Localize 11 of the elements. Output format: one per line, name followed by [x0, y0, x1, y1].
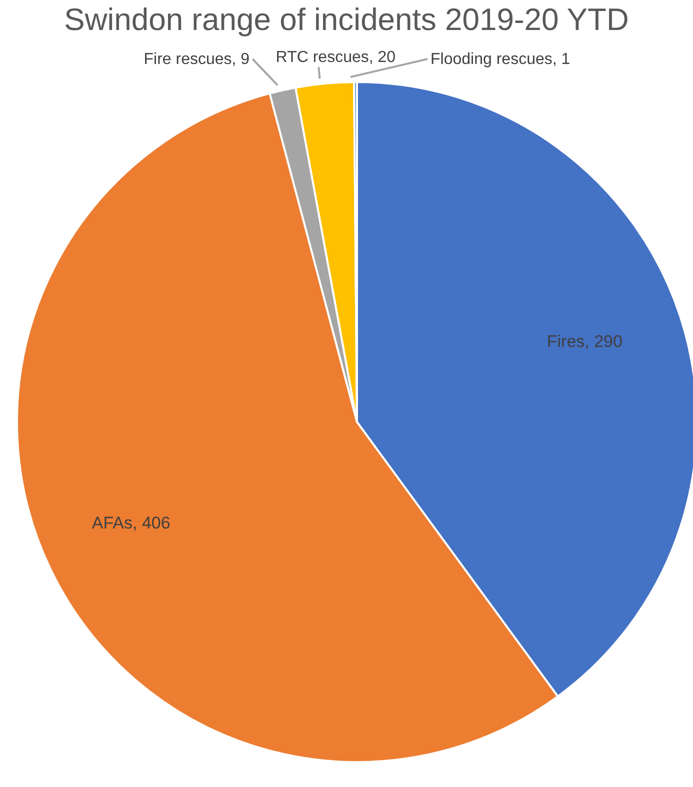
- slice-label: RTC rescues: [276, 48, 369, 66]
- data-label: , 290: [584, 331, 622, 350]
- slice-label: Fires: [546, 331, 585, 350]
- data-label: , 9: [232, 50, 250, 68]
- slice-label: Flooding rescues: [430, 50, 552, 68]
- data-label: , 406: [132, 513, 170, 532]
- data-label: , 20: [368, 48, 396, 66]
- data-label: , 1: [552, 50, 570, 68]
- slice-label: Fire rescues: [144, 50, 232, 68]
- slice-label: AFAs: [92, 513, 133, 532]
- chart-title: Swindon range of incidents 2019-20 YTD: [63, 2, 630, 38]
